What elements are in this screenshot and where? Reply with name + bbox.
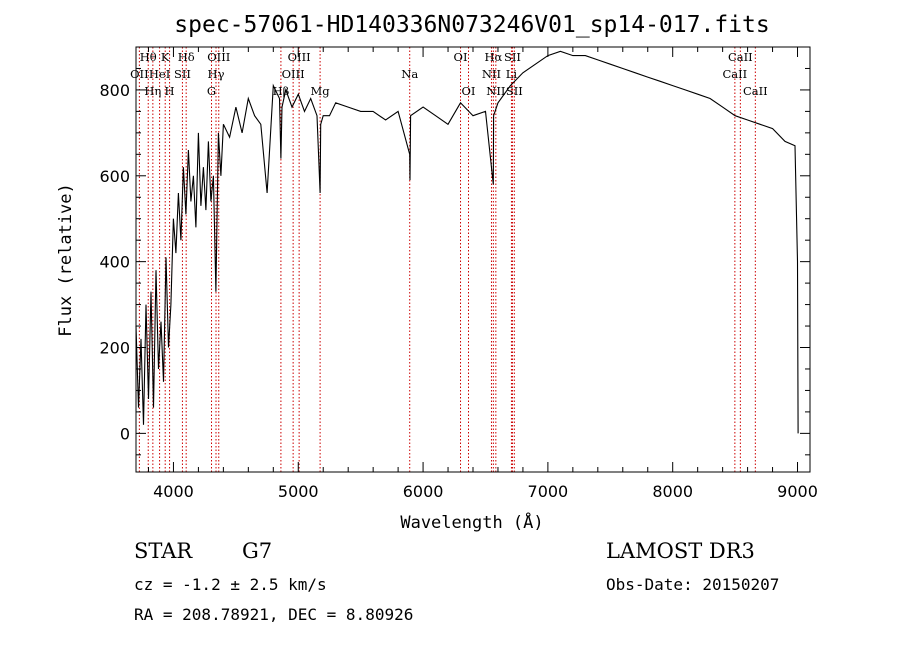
redshift-text: cz = -1.2 ± 2.5 km/s <box>134 575 327 594</box>
x-tick-label: 9000 <box>777 482 818 501</box>
y-axis-label: Flux (relative) <box>56 183 76 337</box>
y-tick-label: 0 <box>120 424 130 443</box>
spectral-line-label: CaII <box>728 50 753 64</box>
spectral-line-markers <box>138 47 756 472</box>
spectral-line-label: OIII <box>288 50 311 64</box>
object-subclass: G7 <box>242 539 272 563</box>
y-tick-label: 400 <box>99 253 130 272</box>
spectral-line-label: SII <box>504 50 521 64</box>
spectral-line-label: Hγ <box>208 67 225 81</box>
spectral-line-label: Na <box>401 67 418 81</box>
spectral-line-labels: Hθ OII Hη K HeI H Hδ SII OIII Hγ G OIII OIII Hβ Mg Na OI… <box>130 50 768 98</box>
spectral-line-label: OIII <box>282 67 305 81</box>
spectral-line-label: Hδ <box>178 50 195 64</box>
spectral-line-label: Hθ <box>140 50 157 64</box>
x-tick-label: 6000 <box>403 482 444 501</box>
x-tick-label: 8000 <box>652 482 693 501</box>
coords-text: RA = 208.78921, DEC = 8.80926 <box>134 605 413 624</box>
spectral-line-label: OI <box>454 50 468 64</box>
y-axis: 0 200 400 600 800 <box>99 46 810 456</box>
survey-name: LAMOST DR3 <box>606 539 755 563</box>
object-class: STAR <box>134 539 193 563</box>
spectral-line-label: OIII <box>207 50 230 64</box>
spectral-line-label: OI <box>462 84 476 98</box>
x-tick-label: 5000 <box>278 482 319 501</box>
obs-date-text: Obs-Date: 20150207 <box>606 575 779 594</box>
x-axis: 4000 5000 6000 7000 8000 9000 <box>147 47 818 501</box>
spectral-line-label: NII <box>486 84 505 98</box>
spectral-line-label: K <box>161 50 170 64</box>
spectral-line-label: CaII <box>722 67 747 81</box>
spectrum-line <box>135 50 799 434</box>
spectral-line-label: G <box>207 84 216 98</box>
x-tick-label: 7000 <box>528 482 569 501</box>
spectral-line-label: NII <box>482 67 501 81</box>
chart-title: spec-57061-HD140336N073246V01_sp14-017.f… <box>174 12 769 38</box>
spectral-line-label: SII <box>174 67 191 81</box>
x-axis-label: Wavelength (Å) <box>400 511 543 533</box>
spectral-line-label: Li <box>506 67 518 81</box>
x-tick-label: 4000 <box>153 482 194 501</box>
y-tick-label: 600 <box>99 167 130 186</box>
spectral-line-label: H <box>165 84 175 98</box>
spectral-line-label: SII <box>506 84 523 98</box>
spectral-line-label: Hη <box>144 84 161 98</box>
spectral-line-label: CaII <box>743 84 768 98</box>
spectral-line-label: HeI <box>149 67 170 81</box>
spectral-line-label: OII <box>130 67 149 81</box>
spectral-line-label: Hβ <box>273 84 290 98</box>
y-tick-label: 200 <box>99 339 130 358</box>
spectral-line-label: Hα <box>484 50 502 64</box>
spectral-line-label: Mg <box>311 84 331 98</box>
y-tick-label: 800 <box>99 81 130 100</box>
